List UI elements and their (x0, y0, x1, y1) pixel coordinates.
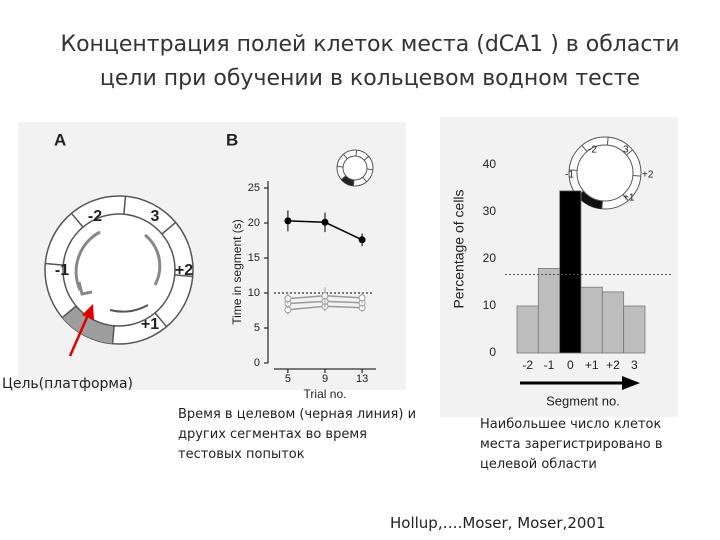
point (284, 295, 292, 303)
y-tick-label: 30 (483, 204, 497, 218)
ring-divider (111, 325, 115, 344)
y-tick-label: 20 (248, 217, 260, 229)
point (321, 292, 329, 300)
swim-arrow (144, 233, 162, 286)
ring-divider (355, 150, 358, 157)
ring-divider (174, 274, 193, 278)
swim-arrow (109, 304, 149, 313)
citation: Hollup,….Moser, Moser,2001 (390, 514, 606, 532)
bar (516, 305, 539, 354)
ring-outer (568, 136, 642, 210)
x-tick-label: 3 (631, 358, 638, 372)
y-tick-label: 10 (483, 298, 497, 312)
ring-inset (568, 136, 642, 210)
x-tick-label: 13 (356, 373, 368, 385)
y-tick-label: 40 (483, 157, 497, 171)
bar (537, 267, 561, 354)
target-label: Цель(платформа) (2, 376, 134, 392)
x-tick-label: 5 (285, 373, 291, 385)
panel-label: A (54, 130, 66, 149)
swim-arrow (74, 230, 101, 291)
y-tick-label: 20 (483, 251, 497, 265)
caption: Наибольшее число клеток места зарегистри… (480, 417, 663, 472)
ring-divider (161, 221, 177, 235)
ring-divider (363, 156, 370, 161)
segment-label: -1 (55, 262, 69, 279)
inset-label: -1 (565, 170, 574, 181)
slide-title: Концентрация полей клеток места (dCA1 ) … (60, 32, 680, 91)
ring-divider (343, 153, 348, 160)
x-tick-label: -1 (544, 358, 555, 372)
target-arrow (68, 314, 90, 357)
x-arrow-head (622, 376, 640, 390)
y-tick-label: 0 (489, 345, 496, 359)
segment-label: +2 (175, 262, 193, 279)
ring-divider (70, 212, 84, 228)
x-tick-label: +1 (585, 358, 599, 372)
ring-divider (601, 200, 604, 209)
ring-target (577, 191, 603, 209)
panel-label: B (226, 130, 238, 149)
x-tick-label: 0 (567, 358, 574, 372)
segment-label: +1 (141, 316, 159, 333)
ring-divider (45, 262, 64, 266)
ring-target (341, 175, 354, 186)
segment-label: -2 (88, 208, 102, 225)
bar (559, 190, 582, 354)
point (358, 236, 366, 244)
bar (601, 291, 625, 354)
ring-divider (569, 169, 578, 172)
y-tick-label: 10 (248, 287, 260, 299)
ring-divider (337, 165, 344, 168)
point (321, 218, 329, 226)
x-axis-label: Segment no. (546, 393, 620, 408)
x-tick-label: 9 (322, 373, 328, 385)
ring-divider (154, 312, 168, 328)
swim-arrow (77, 281, 93, 296)
y-tick-label: 0 (254, 357, 260, 369)
ring-inset (336, 149, 374, 187)
y-tick-label: 15 (248, 252, 260, 264)
ring-inner (576, 144, 634, 202)
ring-divider (362, 176, 367, 183)
ring-diagram (44, 195, 194, 345)
ring-divider (340, 175, 347, 180)
ring-divider (61, 305, 77, 319)
point (358, 294, 366, 302)
ring-divider (626, 149, 633, 156)
y-tick-label: 5 (254, 322, 260, 334)
caption: Время в целевом (черная линия) и других … (178, 407, 417, 462)
ring-inner (62, 213, 176, 327)
bar (580, 286, 603, 354)
inset-label: +1 (623, 193, 635, 204)
point (284, 217, 292, 225)
ring-divider (366, 168, 373, 171)
panel-c-background (440, 117, 678, 417)
ring-divider (606, 137, 609, 146)
y-axis-label: Time in segment (s) (230, 219, 244, 325)
x-tick-label: -2 (522, 358, 533, 372)
segment-label: 3 (151, 208, 160, 225)
ring-divider (123, 196, 127, 215)
y-axis-label: Percentage of cells (451, 189, 467, 308)
x-tick-label: +2 (606, 358, 620, 372)
ring-divider (632, 174, 641, 177)
target-arrow-head (82, 304, 94, 320)
ring-divider (352, 179, 355, 186)
inset-label: +2 (642, 170, 654, 181)
ring-inner (342, 155, 368, 181)
inset-label: -2 (588, 145, 597, 156)
ring-divider (622, 194, 629, 201)
inset-label: 3 (623, 145, 629, 156)
x-axis-label: Trial no. (304, 387, 347, 401)
y-tick-label: 25 (248, 182, 260, 194)
bar (623, 305, 646, 354)
ring-divider (581, 145, 588, 152)
ring-target (62, 306, 115, 344)
ring-outer (44, 195, 194, 345)
